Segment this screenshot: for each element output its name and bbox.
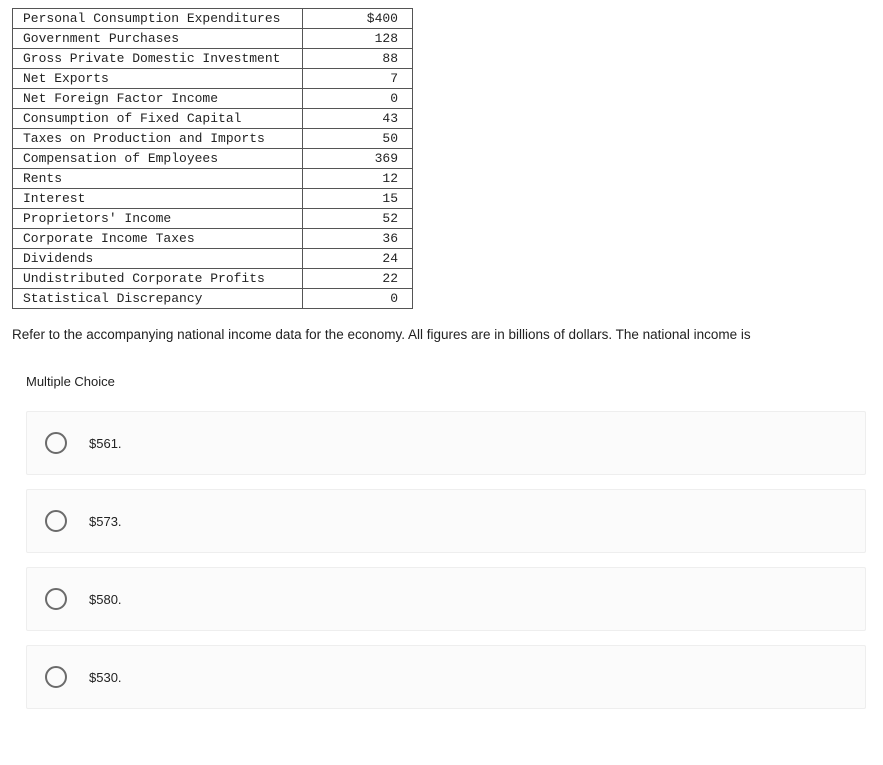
table-body: Personal Consumption Expenditures$400 Go… (13, 9, 413, 309)
row-value: 43 (303, 109, 413, 129)
table-row: Gross Private Domestic Investment88 (13, 49, 413, 69)
row-label: Statistical Discrepancy (13, 289, 303, 309)
choice-option[interactable]: $580. (26, 567, 866, 631)
row-label: Compensation of Employees (13, 149, 303, 169)
question-text: Refer to the accompanying national incom… (12, 327, 871, 342)
table-row: Statistical Discrepancy0 (13, 289, 413, 309)
choice-option[interactable]: $561. (26, 411, 866, 475)
row-value: 0 (303, 89, 413, 109)
radio-icon[interactable] (45, 666, 67, 688)
row-label: Proprietors' Income (13, 209, 303, 229)
radio-icon[interactable] (45, 510, 67, 532)
choice-option[interactable]: $573. (26, 489, 866, 553)
row-label: Dividends (13, 249, 303, 269)
row-label: Taxes on Production and Imports (13, 129, 303, 149)
row-value: 50 (303, 129, 413, 149)
choice-label: $530. (89, 670, 122, 685)
row-label: Personal Consumption Expenditures (13, 9, 303, 29)
row-label: Undistributed Corporate Profits (13, 269, 303, 289)
row-label: Interest (13, 189, 303, 209)
table-row: Net Exports7 (13, 69, 413, 89)
national-income-table: Personal Consumption Expenditures$400 Go… (12, 8, 413, 309)
choice-label: $561. (89, 436, 122, 451)
row-label: Rents (13, 169, 303, 189)
row-label: Consumption of Fixed Capital (13, 109, 303, 129)
row-label: Government Purchases (13, 29, 303, 49)
table-row: Rents12 (13, 169, 413, 189)
table-row: Interest15 (13, 189, 413, 209)
table-row: Net Foreign Factor Income0 (13, 89, 413, 109)
table-row: Personal Consumption Expenditures$400 (13, 9, 413, 29)
row-value: 88 (303, 49, 413, 69)
table-row: Undistributed Corporate Profits22 (13, 269, 413, 289)
table-row: Taxes on Production and Imports50 (13, 129, 413, 149)
row-value: 128 (303, 29, 413, 49)
table-row: Dividends24 (13, 249, 413, 269)
row-value: 22 (303, 269, 413, 289)
multiple-choice-heading: Multiple Choice (26, 374, 871, 389)
radio-icon[interactable] (45, 588, 67, 610)
row-value: 369 (303, 149, 413, 169)
choice-option[interactable]: $530. (26, 645, 866, 709)
radio-icon[interactable] (45, 432, 67, 454)
row-value: 12 (303, 169, 413, 189)
row-value: 36 (303, 229, 413, 249)
row-label: Corporate Income Taxes (13, 229, 303, 249)
row-label: Net Exports (13, 69, 303, 89)
row-label: Gross Private Domestic Investment (13, 49, 303, 69)
row-value: 24 (303, 249, 413, 269)
row-value: 7 (303, 69, 413, 89)
table-row: Proprietors' Income52 (13, 209, 413, 229)
row-value: 0 (303, 289, 413, 309)
table-row: Consumption of Fixed Capital43 (13, 109, 413, 129)
table-row: Corporate Income Taxes36 (13, 229, 413, 249)
row-label: Net Foreign Factor Income (13, 89, 303, 109)
choice-label: $580. (89, 592, 122, 607)
row-value: $400 (303, 9, 413, 29)
table-row: Government Purchases128 (13, 29, 413, 49)
row-value: 52 (303, 209, 413, 229)
row-value: 15 (303, 189, 413, 209)
choice-label: $573. (89, 514, 122, 529)
table-row: Compensation of Employees369 (13, 149, 413, 169)
